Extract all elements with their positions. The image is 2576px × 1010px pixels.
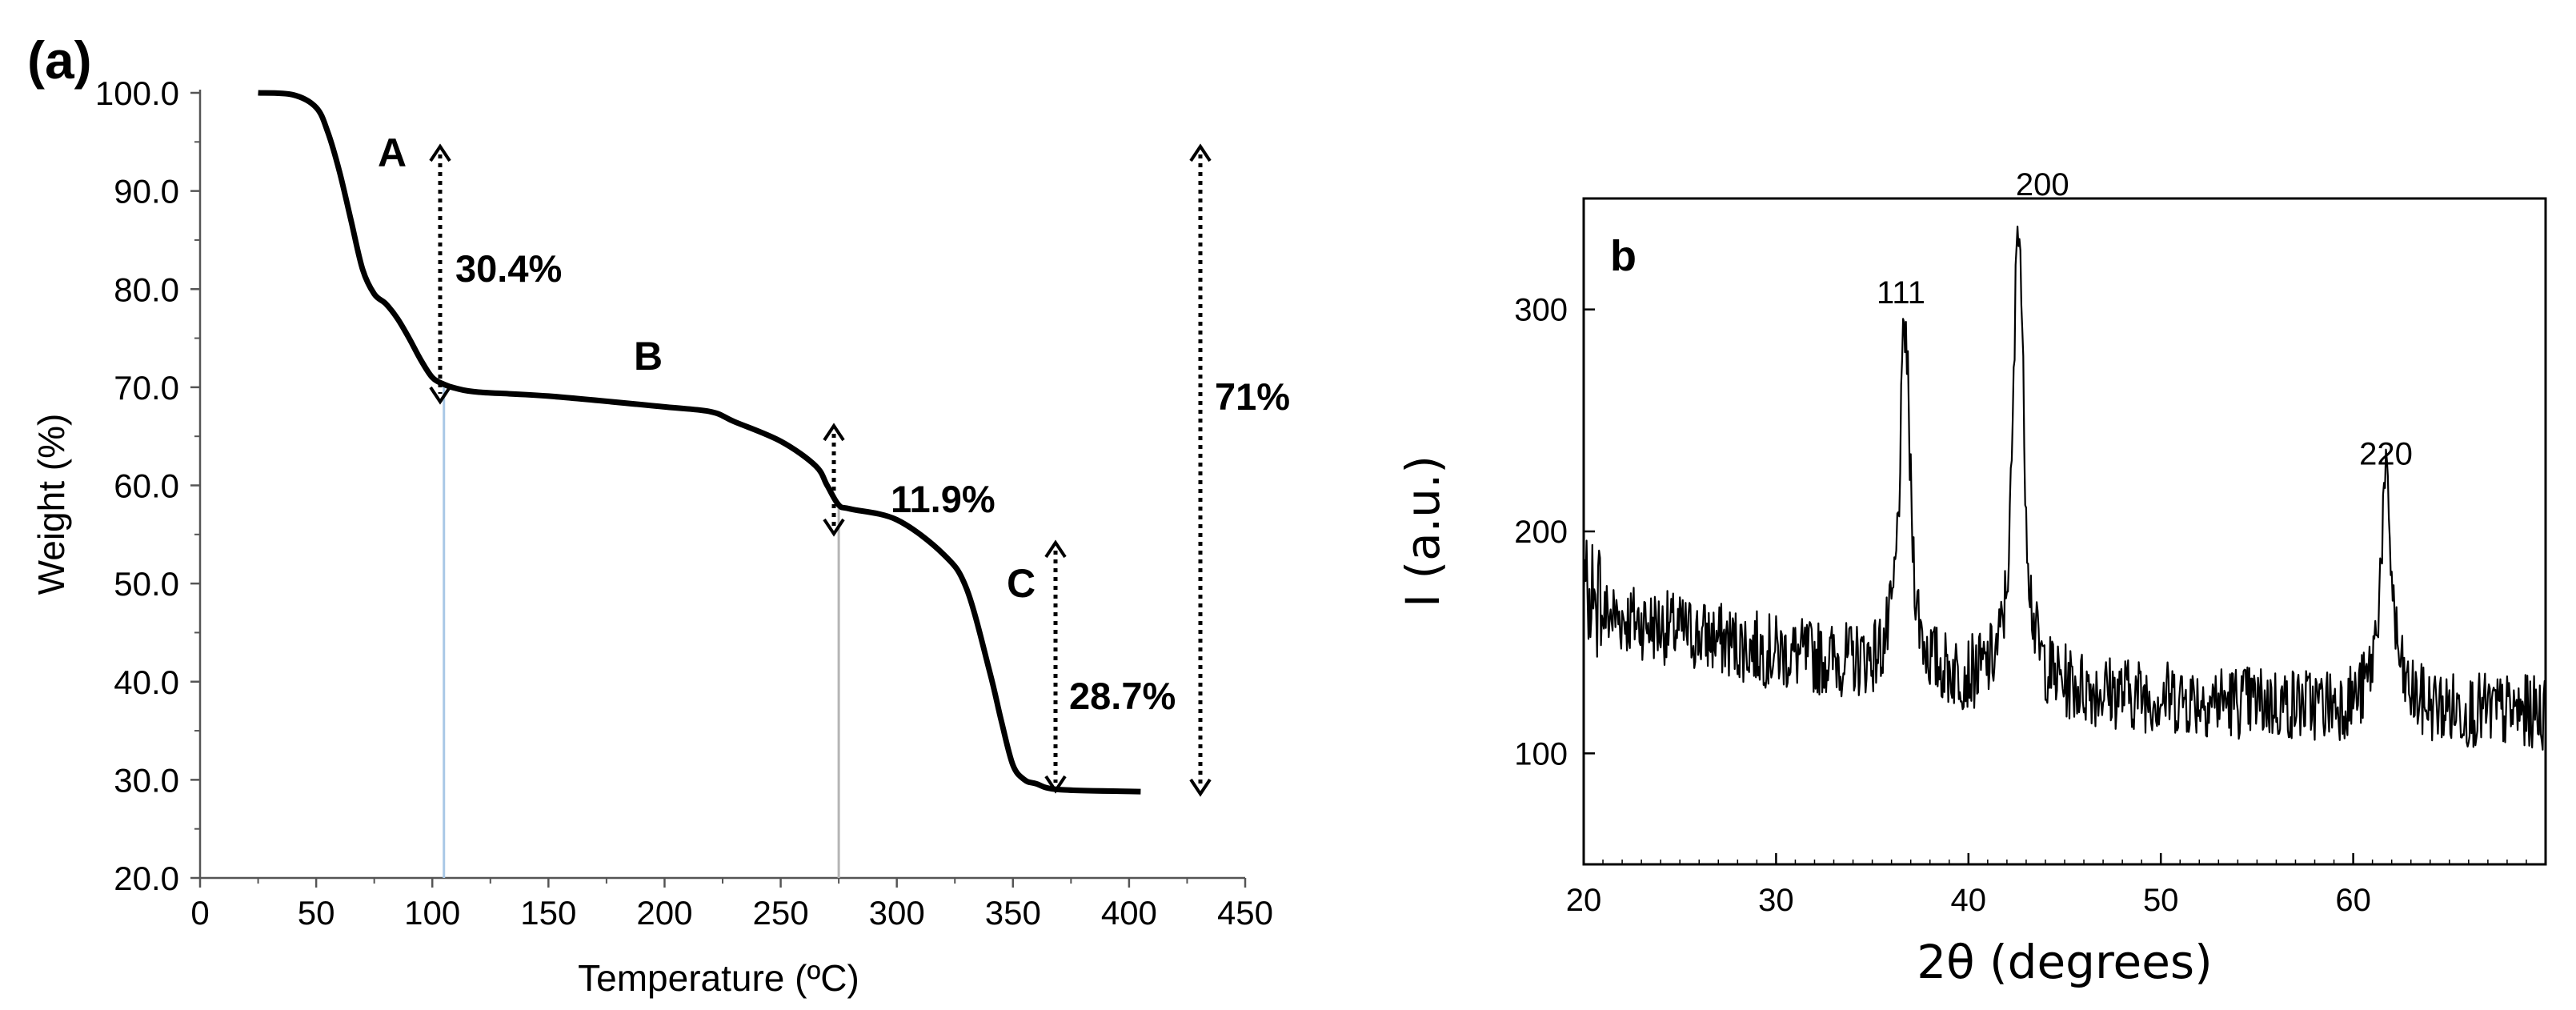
tga-x-tick-label: 100 <box>404 894 460 932</box>
tga-y-tick-label: 30.0 <box>114 761 179 799</box>
tga-y-tick-label: 60.0 <box>114 467 179 505</box>
xrd-peak-label: 111 <box>1877 275 1925 311</box>
xrd-ticks: 20 30 40 50 60 100 200 300 <box>1514 293 2527 918</box>
tga-x-tick-label: 200 <box>636 894 692 932</box>
xrd-plot-frame <box>1582 197 2547 866</box>
xrd-x-tick-label: 50 <box>2143 883 2179 918</box>
tga-x-tick-label: 300 <box>869 894 925 932</box>
tga-x-tick-label: 450 <box>1217 894 1273 932</box>
arrow-30-4 <box>429 143 451 405</box>
tga-y-axis-title: Weight (%) <box>30 414 72 595</box>
xrd-peak-label: 220 <box>2359 437 2413 472</box>
region-label-b: B <box>634 334 663 379</box>
tga-x-tick-label: 50 <box>298 894 335 932</box>
xrd-y-axis-title: I (a.u.) <box>1396 455 1450 607</box>
tga-chart: (a) 20.0 30.0 40.0 50.0 60.0 70.0 80.0 90.0 100.… <box>27 30 1290 999</box>
xrd-peak-labels: 111 200 220 <box>1877 167 2413 472</box>
xrd-y-tick-label: 200 <box>1514 515 1568 550</box>
tga-arrows <box>429 143 1212 797</box>
region-label-a: A <box>378 130 407 175</box>
tga-x-tick-label: 250 <box>753 894 809 932</box>
tga-y-tick-label: 90.0 <box>114 173 179 210</box>
xrd-x-axis-title: 2θ (degrees) <box>1917 935 2213 989</box>
tga-x-tick-label: 0 <box>190 894 209 932</box>
loss-label-28-7: 28.7% <box>1069 675 1176 717</box>
xrd-peak-label: 200 <box>2016 167 2069 202</box>
xrd-pattern-line <box>1582 225 2547 751</box>
tga-y-tick-label: 40.0 <box>114 663 179 701</box>
tga-y-tick-label: 100.0 <box>95 74 179 112</box>
tga-y-tick-label: 80.0 <box>114 271 179 308</box>
loss-label-30-4: 30.4% <box>455 247 562 290</box>
region-label-c: C <box>1007 561 1036 606</box>
xrd-y-tick-label: 100 <box>1514 736 1568 772</box>
tga-y-tick-label: 50.0 <box>114 565 179 603</box>
loss-label-11-9: 11.9% <box>891 478 996 520</box>
arrow-28-7 <box>1044 539 1067 794</box>
panel-a-label: (a) <box>27 30 92 90</box>
panel-b-label: b <box>1610 232 1637 280</box>
tga-y-tick-label: 20.0 <box>114 860 179 897</box>
tga-marker-lines <box>443 384 840 878</box>
tga-weight-curve <box>258 90 1141 795</box>
tga-x-axis-title: Temperature (ºC) <box>578 957 859 999</box>
tga-tick-labels: 20.0 30.0 40.0 50.0 60.0 70.0 80.0 90.0 100.0 0 50… <box>95 74 1273 932</box>
tga-x-tick-label: 400 <box>1101 894 1157 932</box>
xrd-chart: b 20 30 40 50 60 100 200 300 111 200 220 2θ (degr… <box>1396 167 2547 989</box>
tga-x-tick-label: 350 <box>985 894 1041 932</box>
loss-label-71: 71% <box>1215 375 1290 418</box>
tga-y-tick-label: 70.0 <box>114 369 179 407</box>
arrow-71 <box>1189 143 1212 797</box>
xrd-y-tick-label: 300 <box>1514 293 1568 328</box>
tga-axes <box>198 90 1245 880</box>
xrd-x-tick-label: 60 <box>2335 883 2371 918</box>
arrow-11-9 <box>823 423 845 537</box>
tga-x-tick-label: 150 <box>520 894 576 932</box>
xrd-x-tick-label: 20 <box>1566 883 1602 918</box>
xrd-x-tick-label: 40 <box>1951 883 1987 918</box>
xrd-x-tick-label: 30 <box>1758 883 1794 918</box>
